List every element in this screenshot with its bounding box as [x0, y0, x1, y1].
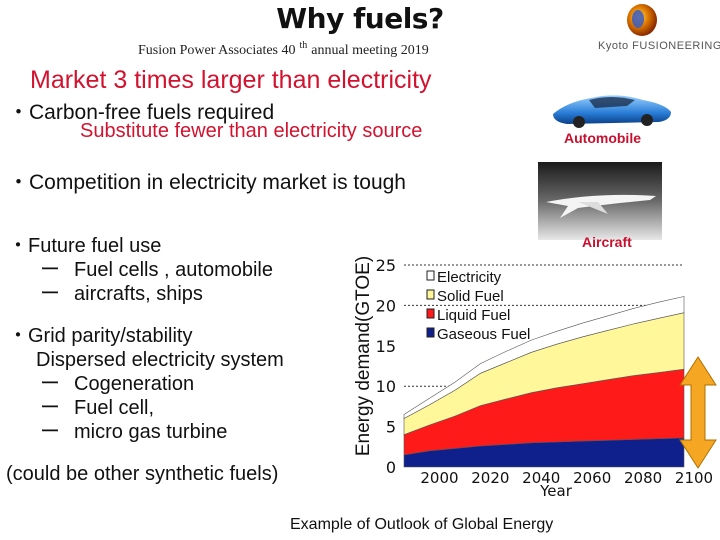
chart-y-ticks: 0 5 10 15 20 25 [376, 256, 396, 477]
grid-item-label: Cogeneration [74, 373, 195, 395]
grid-sub: Dispersed electricity system [36, 349, 284, 371]
sub-substitute: Substitute fewer than electricity source [80, 120, 423, 142]
y-tick-label: 10 [376, 377, 396, 396]
label-automobile: Automobile [564, 130, 641, 146]
dash: ー [40, 373, 60, 395]
page-title: Why fuels? [276, 2, 444, 35]
grid-item-label: Fuel cell, [74, 397, 155, 419]
future-title: ・Future fuel use [8, 235, 162, 257]
grid-item-1: ー Cogeneration [40, 372, 194, 396]
future-item-2: ー aircrafts, ships [40, 282, 203, 306]
legend-swatch-electricity [426, 270, 435, 281]
aircraft-image [538, 162, 662, 240]
label-aircraft: Aircraft [582, 234, 632, 250]
bullet-competition: ・Competition in electricity market is to… [8, 171, 406, 194]
y-tick-label: 5 [386, 418, 396, 437]
x-tick-label: 2020 [471, 469, 509, 487]
future-item-1: ー Fuel cells , automobile [40, 258, 273, 282]
growth-arrow [679, 356, 717, 469]
grid-item-label: micro gas turbine [74, 421, 228, 443]
area-electricity [403, 296, 685, 420]
chart-caption: Example of Outlook of Global Energy [290, 516, 554, 533]
legend-label-gaseous-fuel: Gaseous Fuel [437, 326, 530, 343]
legend-swatch-liquid-fuel [426, 308, 435, 319]
y-tick-label: 0 [386, 458, 396, 477]
meeting-sup: th [299, 40, 308, 51]
x-tick-label: 2080 [624, 469, 662, 487]
legend-swatch-gaseous-fuel [426, 327, 435, 338]
x-tick-label: 2060 [573, 469, 611, 487]
chart-areas [403, 296, 685, 468]
grid-item-2: ー Fuel cell, [40, 396, 154, 420]
x-tick-label: 2000 [420, 469, 458, 487]
future-item-label: Fuel cells , automobile [74, 259, 273, 281]
synthetic-note: (could be other synthetic fuels) [6, 463, 279, 485]
y-tick-label: 15 [376, 337, 396, 356]
meeting-suffix: annual meeting 2019 [311, 43, 429, 58]
headline: Market 3 times larger than electricity [30, 66, 432, 94]
legend-label-liquid-fuel: Liquid Fuel [437, 307, 510, 324]
energy-chart: 0 5 10 15 20 25 2000 2020 2040 2060 2080 2100 Elec… [376, 256, 717, 500]
automobile-image [553, 95, 671, 128]
chart-legend: Electricity Solid Fuel Liquid Fuel Gaseous … [426, 269, 530, 343]
y-tick-label: 20 [376, 296, 396, 315]
bullet-carbon-free: ・Carbon-free fuels required [8, 101, 275, 124]
growth-arrow-shape [679, 356, 717, 469]
legend-label-solid-fuel: Solid Fuel [437, 288, 504, 305]
logo-text: Kyoto FUSIONEERING [598, 40, 720, 52]
grid-item-3: ー micro gas turbine [40, 420, 227, 444]
legend-label-electricity: Electricity [437, 269, 502, 286]
legend-swatch-solid-fuel [426, 289, 435, 300]
x-tick-label: 2040 [522, 469, 560, 487]
y-tick-label: 25 [376, 256, 396, 275]
x-tick-label: 2100 [675, 469, 713, 487]
meeting-prefix: Fusion Power Associates 40 [138, 43, 296, 58]
chart-x-ticks: 2000 2020 2040 2060 2080 2100 [420, 469, 713, 487]
fusion-logo-icon [627, 4, 657, 36]
chart-xlabel: Year [539, 482, 573, 500]
dash: ー [40, 421, 60, 443]
dash: ー [40, 283, 60, 305]
future-item-label: aircrafts, ships [74, 283, 203, 305]
grid-title: ・Grid parity/stability [8, 325, 193, 347]
dash: ー [40, 397, 60, 419]
dash: ー [40, 259, 60, 281]
